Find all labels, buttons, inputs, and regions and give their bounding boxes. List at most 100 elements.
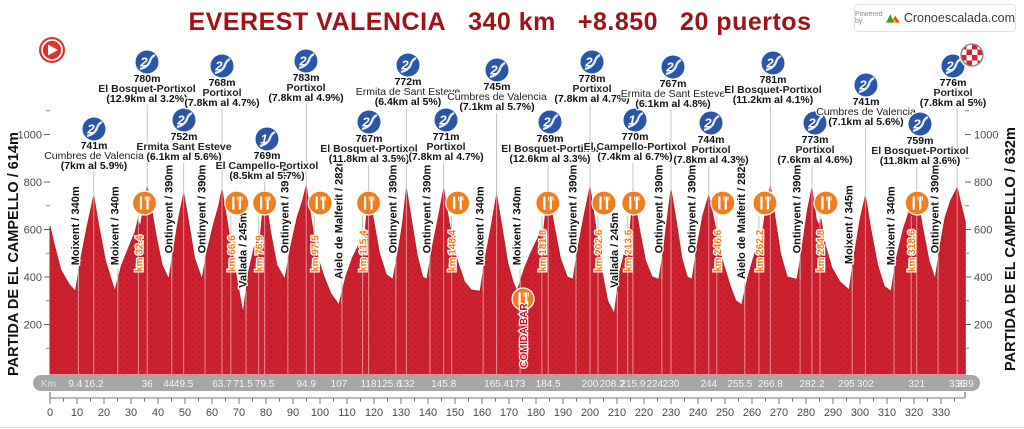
category-2-climb-icon: 2 xyxy=(293,48,319,74)
km-bar-value: 282.2 xyxy=(799,379,824,390)
peak-elevation: 771m xyxy=(433,131,460,143)
peak-stats: (11.8km al 3.6%) xyxy=(880,155,961,167)
km-bar-value: 295 xyxy=(838,379,855,390)
x-tick-label: 210 xyxy=(608,407,626,419)
start-play-button[interactable] xyxy=(39,37,65,63)
km-bar-value: 79.5 xyxy=(255,379,275,390)
peak-elevation: 744m xyxy=(698,134,725,146)
x-tick-label: 40 xyxy=(152,407,164,419)
y-tick-label: 800 xyxy=(24,177,42,189)
x-tick-label: 330 xyxy=(932,407,950,419)
climb-icon-road xyxy=(298,53,315,70)
category-2-climb-icon: 2 xyxy=(940,53,966,79)
peak-name: Cumbres de Valencia xyxy=(447,91,547,103)
x-tick-label: 280 xyxy=(797,407,815,419)
food-icon-circle xyxy=(904,190,930,216)
y-tick-label: 600 xyxy=(974,225,992,237)
valley-label: Moixent / 340m xyxy=(70,186,82,265)
food-stop-icon xyxy=(252,190,278,216)
peak-elevation: 776m xyxy=(940,77,967,89)
valley-label: Ontinyent / 390m xyxy=(163,165,175,254)
peak-stats: (12.6km al 3.3%) xyxy=(509,153,590,165)
peak-name: Ermita Sant Esteve xyxy=(136,141,231,153)
km-bar-value: 255.5 xyxy=(727,379,752,390)
peak-elevation: 752m xyxy=(171,131,198,143)
climb-icon-number: 2 xyxy=(858,78,867,93)
climb-icon-number: 2 xyxy=(912,117,921,132)
km-bar-value: 321 xyxy=(908,379,925,390)
climb-icon-number: 2 xyxy=(438,113,447,128)
food-stop-icon xyxy=(710,190,736,216)
climb-icon-number: 2 xyxy=(542,115,551,130)
finish-outer-ring xyxy=(958,41,986,69)
category-2-climb-icon: 2 xyxy=(134,49,160,75)
climb-icon-road xyxy=(400,57,417,74)
km-bar-label: Km xyxy=(41,379,56,390)
x-tick-label: 260 xyxy=(743,407,761,419)
peak-elevation: 780m xyxy=(134,73,161,85)
category-2-climb-icon: 2 xyxy=(760,50,786,76)
peak-name: El Bosquet-Portixol xyxy=(501,143,599,155)
km-bar-value: 173 xyxy=(509,379,526,390)
category-2-climb-icon: 2 xyxy=(484,57,510,83)
peak-stats: (6.1km al 4.8%) xyxy=(635,98,710,110)
climb-icon-road xyxy=(945,58,962,75)
food-stop-km-label: km 32.4 xyxy=(134,235,145,272)
peak-stats: (7.8km al 4.7%) xyxy=(408,151,483,163)
category-1-climb-icon: 1 xyxy=(622,107,648,133)
peak-name: Portixol xyxy=(933,87,972,99)
peak-elevation: 768m xyxy=(209,77,236,89)
km-bar-value: 184.5 xyxy=(536,379,561,390)
peak-name: El Campello-Portixol xyxy=(216,160,319,172)
km-bar-value: 36 xyxy=(142,379,154,390)
category-2-climb-icon: 2 xyxy=(660,54,686,80)
climb-icon-road xyxy=(584,54,601,71)
category-2-climb-icon: 2 xyxy=(209,53,235,79)
climb-icon-road xyxy=(86,121,103,138)
x-tick-label: 50 xyxy=(179,407,191,419)
km-bar-value: 165.4 xyxy=(484,379,509,390)
climb-icon-number: 2 xyxy=(665,60,674,75)
food-icon-circle xyxy=(813,190,839,216)
climb-icon-road xyxy=(807,115,824,132)
peak-stats: (12.9km al 3.2%) xyxy=(106,93,187,105)
km-bar-value: 118 xyxy=(361,379,377,390)
peak-stats: (11.2km al 4.1%) xyxy=(733,94,814,106)
peak-name: Portixol xyxy=(426,141,465,153)
comida-bar-label: COMIDA BAR xyxy=(519,303,530,368)
valley-label: Moixent / 340m xyxy=(512,186,524,265)
x-tick-label: 80 xyxy=(260,407,272,419)
valley-label: Moixent / 340m xyxy=(109,186,121,265)
food-stop-km-label: km 66.6 xyxy=(227,235,238,272)
km-bar-value: 16.2 xyxy=(84,379,104,390)
category-2-climb-icon: 2 xyxy=(907,111,933,137)
peak-name: Portixol xyxy=(286,82,325,94)
peak-elevation: 741m xyxy=(81,140,108,152)
y-tick-label: 200 xyxy=(24,320,42,332)
food-stop-icon xyxy=(224,190,250,216)
km-bar-value: 224 xyxy=(646,379,663,390)
food-icon-circle xyxy=(307,190,333,216)
play-triangle-icon xyxy=(48,44,58,56)
climb-icon-road xyxy=(139,54,156,71)
x-tick-label: 190 xyxy=(554,407,572,419)
food-stop-km-label: km 76.9 xyxy=(255,235,266,272)
peak-stats: (7.8km al 4.3%) xyxy=(673,154,748,166)
peak-name: Portixol xyxy=(795,144,834,156)
category-2-climb-icon: 2 xyxy=(853,72,879,98)
x-tick-label: 290 xyxy=(824,407,842,419)
category-2-climb-icon: 2 xyxy=(802,110,828,136)
food-icon-circle xyxy=(621,190,647,216)
km-bar-value: 49.5 xyxy=(174,379,194,390)
food-stop-icon xyxy=(355,190,382,216)
climb-icon-road xyxy=(214,58,231,75)
category-2-climb-icon: 2 xyxy=(171,107,197,133)
powered-by-badge[interactable]: Powered by Cronoescalada.com xyxy=(854,4,1016,32)
x-tick-label: 300 xyxy=(851,407,869,419)
peak-stats: (7km al 5.9%) xyxy=(61,160,128,172)
climb-icon-number: 2 xyxy=(86,122,95,137)
peak-name: Portixol xyxy=(691,144,730,156)
play-ring xyxy=(41,39,63,61)
km-bar-value: 230 xyxy=(663,379,680,390)
km-bar-value: 71.5 xyxy=(233,379,253,390)
